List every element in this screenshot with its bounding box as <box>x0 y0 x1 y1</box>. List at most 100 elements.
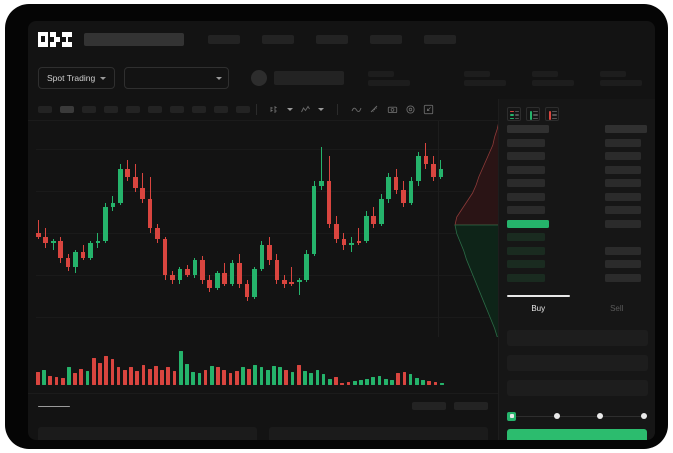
volume-bar <box>48 375 53 385</box>
timeframe-5[interactable] <box>126 106 140 113</box>
candle <box>259 121 265 337</box>
search-input[interactable] <box>84 32 184 46</box>
timeframe-9[interactable] <box>214 106 228 113</box>
chevron-down-icon <box>216 76 223 80</box>
order-book-asks-icon[interactable] <box>545 107 559 121</box>
tab-buy[interactable]: Buy <box>499 295 578 321</box>
candle <box>229 121 235 337</box>
timeframe-1[interactable] <box>38 106 52 113</box>
timeframe-4[interactable] <box>104 106 118 113</box>
candle <box>185 121 190 337</box>
order-book-ask-row <box>507 138 545 147</box>
fullscreen-icon[interactable] <box>423 104 434 115</box>
timeframe-7[interactable] <box>170 106 184 113</box>
slider-node-1[interactable] <box>507 411 516 421</box>
order-book-both-icon[interactable] <box>507 107 521 121</box>
gridline <box>36 233 498 234</box>
chart-toolbar <box>28 99 655 121</box>
toolbar-divider <box>256 104 257 115</box>
slider-node-2[interactable] <box>553 413 560 419</box>
stat-value <box>368 79 411 86</box>
nav-item-5[interactable] <box>424 34 456 44</box>
timeframe-3[interactable] <box>82 106 96 113</box>
tab-sell[interactable]: Sell <box>578 295 656 321</box>
order-field-2[interactable] <box>507 355 648 371</box>
nav-item-2[interactable] <box>262 34 294 44</box>
stat-label <box>464 70 491 77</box>
candle <box>289 121 295 337</box>
candle <box>386 121 391 337</box>
timeframe-2[interactable] <box>60 106 74 113</box>
last-price-value <box>274 71 345 85</box>
camera-icon[interactable] <box>387 104 398 115</box>
volume-bar <box>178 351 183 385</box>
volume-bar <box>110 359 115 385</box>
chevron-down-icon[interactable] <box>318 108 324 111</box>
order-book-ask-amount <box>605 179 641 187</box>
line-tool-icon[interactable] <box>351 104 362 115</box>
volume-bar <box>346 382 351 385</box>
indicators-icon[interactable] <box>300 104 311 115</box>
app-screen: Spot Trading <box>28 21 655 440</box>
logo-letter-o <box>38 31 48 47</box>
slider-node-3[interactable] <box>597 413 604 419</box>
candle <box>438 121 444 337</box>
orders-action-1[interactable] <box>412 402 446 410</box>
volume-bar <box>247 368 251 385</box>
order-book-ask-row <box>507 152 545 160</box>
orders-panel <box>28 393 498 440</box>
stat-value <box>532 79 575 86</box>
volume-bar <box>377 376 382 385</box>
volume-bar <box>222 369 227 385</box>
nav-item-1[interactable] <box>208 34 240 44</box>
order-book-bids-icon[interactable] <box>526 107 540 121</box>
candle <box>43 121 49 337</box>
volume-bar <box>284 369 289 385</box>
order-book-rows[interactable] <box>499 125 655 313</box>
volume-bar <box>272 366 276 385</box>
order-book-header-amount <box>605 125 647 133</box>
chevron-down-icon[interactable] <box>287 108 293 111</box>
timeframe-8[interactable] <box>192 106 206 113</box>
orders-card-2[interactable] <box>269 427 488 440</box>
candle <box>304 121 309 337</box>
order-book-header-price <box>507 125 549 133</box>
pair-selector[interactable] <box>124 67 230 89</box>
settings-gear-icon[interactable] <box>405 104 416 115</box>
candle <box>319 121 324 337</box>
nav-item-4[interactable] <box>370 34 402 44</box>
volume-bar <box>79 368 84 385</box>
okx-logo[interactable] <box>38 31 72 47</box>
order-book-price-column <box>507 125 549 287</box>
orders-action-2[interactable] <box>454 402 488 410</box>
volume-bar <box>166 367 171 385</box>
candle <box>252 121 257 337</box>
ruler-icon[interactable] <box>369 104 380 115</box>
orders-card-1[interactable] <box>38 427 257 440</box>
amount-slider[interactable] <box>507 411 648 421</box>
candle <box>207 121 213 337</box>
price-chart[interactable] <box>28 121 499 337</box>
volume-bar <box>414 377 419 385</box>
volume-bar <box>154 366 158 385</box>
order-field-3[interactable] <box>507 380 648 396</box>
timeframe-6[interactable] <box>148 106 162 113</box>
order-field-1[interactable] <box>507 330 648 346</box>
volume-bar <box>259 367 264 385</box>
timeframe-10[interactable] <box>236 106 250 113</box>
nav-item-3[interactable] <box>316 34 348 44</box>
trading-mode-selector[interactable]: Spot Trading <box>38 67 116 89</box>
candle <box>244 121 250 337</box>
volume-bar <box>327 379 332 385</box>
device-bezel: Spot Trading <box>5 4 668 449</box>
candlestick-type-icon[interactable] <box>269 104 280 115</box>
volume-bar <box>421 380 425 385</box>
orders-cards <box>38 427 488 440</box>
gridline <box>36 317 498 318</box>
logo-letter-x <box>62 31 72 47</box>
volume-bar <box>160 369 164 385</box>
slider-node-4[interactable] <box>641 413 648 419</box>
submit-order-button[interactable] <box>507 429 647 440</box>
volume-bar <box>203 369 208 385</box>
market-stats <box>368 70 643 86</box>
